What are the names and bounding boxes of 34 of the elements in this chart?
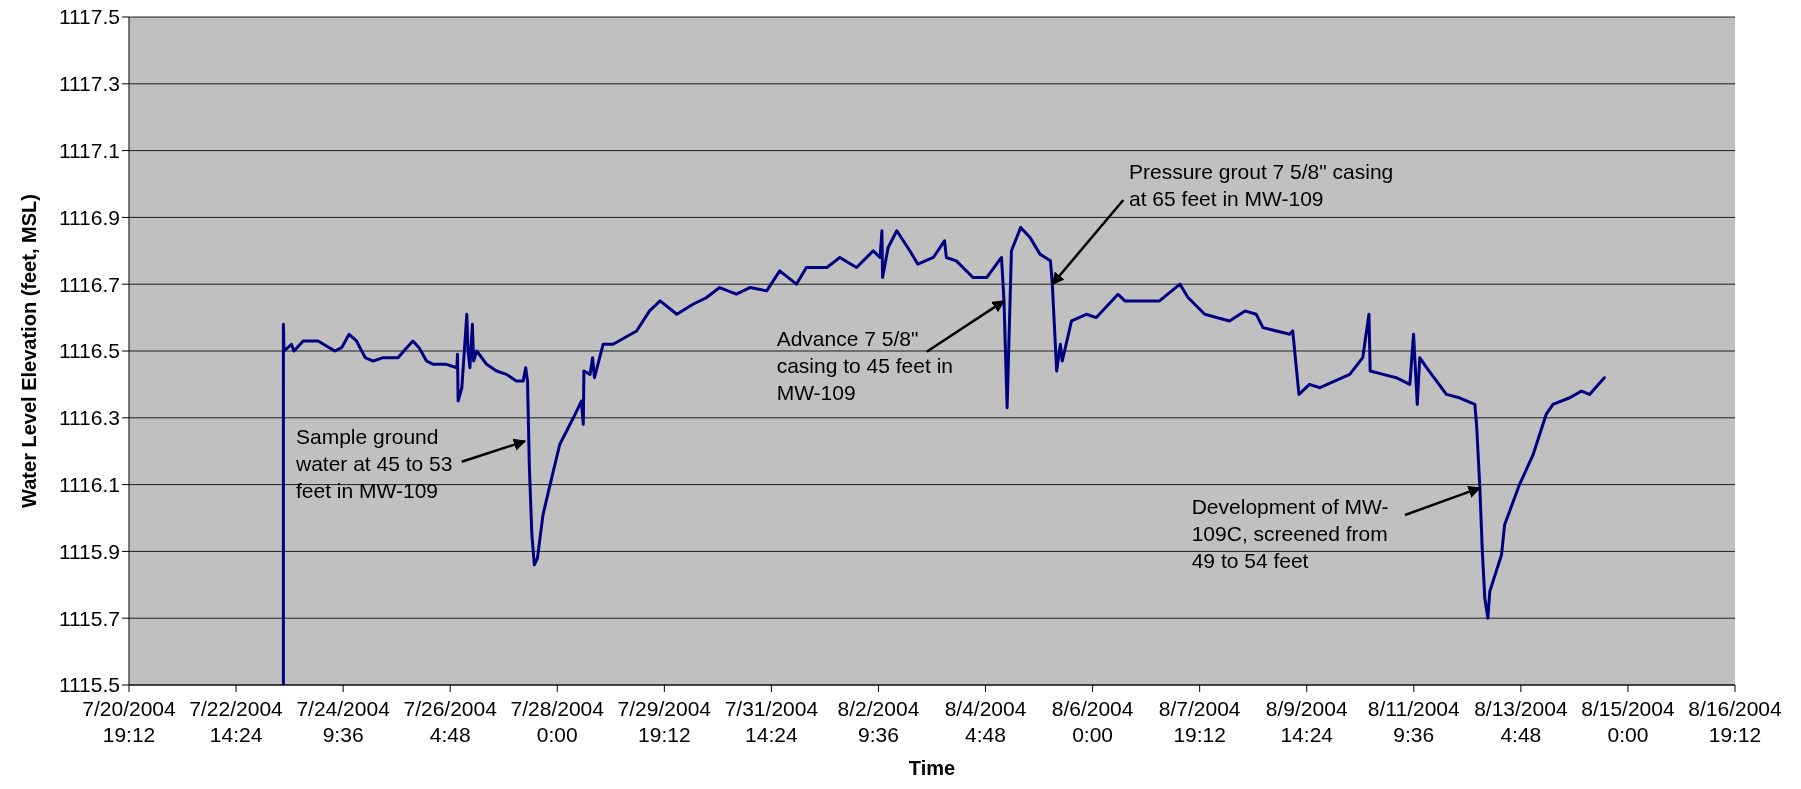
y-tick-label: 1116.3	[58, 406, 120, 430]
x-tick-label: 8/15/2004 0:00	[1581, 697, 1675, 746]
annotation: Sample ground water at 45 to 53 feet in MW-109	[296, 424, 454, 504]
line-series	[281, 225, 1606, 685]
x-tick-label: 7/29/2004 19:12	[617, 697, 712, 746]
x-tick-label: 8/4/2004 4:48	[944, 697, 1027, 746]
y-tick-label: 1117.1	[58, 139, 120, 163]
x-tick-label: 7/20/2004 19:12	[82, 697, 177, 746]
y-tick-label: 1116.7	[58, 272, 120, 296]
x-tick-label: 7/26/2004 4:48	[403, 697, 498, 746]
y-tick-label: 1115.5	[58, 673, 120, 697]
annotation: Pressure grout 7 5/8" casing at 65 feet in MW-109	[1129, 159, 1395, 212]
y-tick-label: 1116.9	[58, 205, 120, 229]
x-tick-label: 8/2/2004 9:36	[837, 697, 920, 746]
x-axis-title: Time	[908, 757, 956, 779]
x-tick-label: 8/13/2004 4:48	[1474, 697, 1568, 746]
x-tick-label: 7/31/2004 14:24	[724, 697, 819, 746]
x-tick-label: 7/24/2004 9:36	[296, 697, 391, 746]
y-tick-label: 1115.9	[58, 539, 120, 563]
annotation: Advance 7 5/8" casing to 45 feet in MW-109	[776, 326, 954, 406]
x-tick-label: 7/22/2004 14:24	[189, 697, 284, 746]
x-tick-label: 7/28/2004 0:00	[510, 697, 605, 746]
x-tick-label: 8/7/2004 19:12	[1158, 697, 1241, 746]
x-tick-label: 8/6/2004 0:00	[1051, 697, 1134, 746]
x-tick-label: 8/16/2004 19:12	[1688, 697, 1783, 746]
y-tick-label: 1116.1	[58, 473, 120, 497]
y-tick-label: 1116.5	[58, 339, 120, 363]
y-tick-label: 1117.3	[58, 72, 120, 96]
x-tick-label: 8/9/2004 14:24	[1265, 697, 1348, 746]
annotation: Development of MW-109C, screened from 49 to 54 feet	[1191, 494, 1390, 574]
y-tick-label: 1117.5	[58, 5, 120, 29]
y-axis-title: Water Level Elevation (feet, MSL)	[18, 194, 41, 508]
x-tick-label: 8/11/2004 9:36	[1367, 697, 1461, 746]
y-tick-label: 1115.7	[58, 606, 120, 630]
